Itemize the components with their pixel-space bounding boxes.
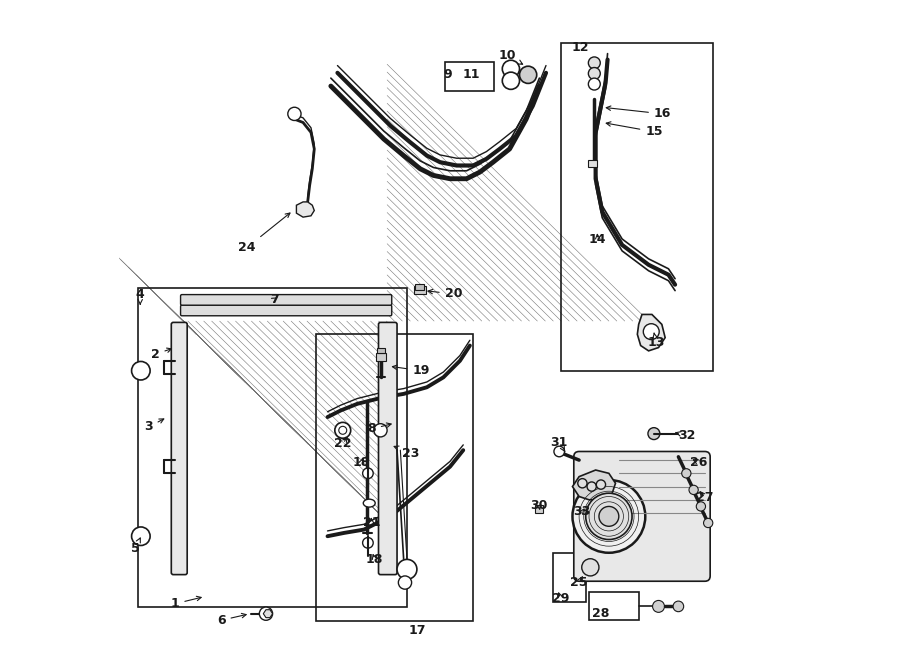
Circle shape: [554, 446, 564, 457]
Circle shape: [586, 493, 632, 540]
Text: 18: 18: [366, 553, 383, 566]
Circle shape: [589, 78, 600, 90]
Circle shape: [673, 601, 684, 612]
Circle shape: [131, 361, 150, 380]
Polygon shape: [572, 470, 616, 500]
Text: 29: 29: [552, 592, 570, 605]
Circle shape: [644, 324, 659, 340]
Text: 20: 20: [428, 287, 463, 301]
Circle shape: [374, 424, 387, 437]
Circle shape: [689, 485, 698, 495]
Circle shape: [697, 502, 706, 511]
Bar: [589, 592, 639, 620]
Text: 33: 33: [573, 505, 590, 518]
Circle shape: [288, 107, 302, 120]
Text: 6: 6: [217, 614, 247, 627]
Text: 4: 4: [136, 288, 145, 305]
Text: 3: 3: [144, 419, 164, 434]
Text: 17: 17: [409, 624, 426, 637]
Bar: [562, 43, 714, 371]
Text: 2: 2: [151, 348, 171, 361]
Bar: [588, 160, 597, 167]
Polygon shape: [184, 321, 387, 575]
Circle shape: [572, 480, 645, 553]
FancyBboxPatch shape: [181, 295, 392, 305]
Text: 13: 13: [647, 333, 665, 349]
Circle shape: [363, 468, 374, 479]
Text: 14: 14: [589, 233, 607, 246]
Text: 7: 7: [270, 293, 279, 306]
FancyBboxPatch shape: [181, 305, 392, 316]
Text: 28: 28: [591, 607, 609, 620]
Circle shape: [131, 527, 150, 545]
Bar: [415, 284, 424, 290]
Polygon shape: [264, 610, 273, 618]
Ellipse shape: [364, 499, 375, 507]
Text: 23: 23: [394, 446, 419, 460]
Bar: [414, 286, 426, 294]
Text: 10: 10: [499, 49, 523, 64]
Circle shape: [581, 559, 598, 576]
Text: 18: 18: [353, 455, 370, 469]
FancyBboxPatch shape: [574, 451, 710, 581]
Text: 25: 25: [571, 576, 588, 589]
Bar: [316, 334, 473, 621]
Circle shape: [259, 607, 273, 620]
Text: 8: 8: [367, 422, 392, 436]
Circle shape: [599, 506, 619, 526]
Text: 19: 19: [392, 364, 429, 377]
Circle shape: [589, 57, 600, 69]
Text: 1: 1: [171, 596, 202, 610]
Polygon shape: [637, 314, 665, 351]
Circle shape: [597, 480, 606, 489]
Circle shape: [519, 66, 536, 83]
Circle shape: [587, 482, 597, 491]
FancyBboxPatch shape: [379, 322, 397, 575]
Text: 30: 30: [530, 498, 547, 512]
Circle shape: [363, 538, 374, 548]
FancyBboxPatch shape: [171, 322, 187, 575]
Circle shape: [589, 68, 600, 79]
Text: 5: 5: [130, 538, 140, 555]
Text: 16: 16: [607, 106, 671, 120]
Bar: [138, 288, 407, 607]
Text: 21: 21: [363, 516, 380, 530]
Circle shape: [397, 559, 417, 579]
Bar: [535, 505, 543, 513]
Circle shape: [502, 72, 519, 89]
Circle shape: [704, 518, 713, 528]
Circle shape: [338, 426, 346, 434]
Text: 12: 12: [572, 41, 589, 54]
Text: 11: 11: [463, 68, 480, 81]
Text: 22: 22: [334, 437, 352, 450]
Circle shape: [578, 479, 587, 488]
Circle shape: [502, 60, 519, 77]
Text: 24: 24: [238, 213, 290, 254]
Polygon shape: [296, 202, 314, 217]
Circle shape: [681, 469, 691, 478]
Text: 32: 32: [676, 429, 696, 442]
Bar: [446, 62, 494, 91]
Text: 15: 15: [607, 122, 662, 138]
Text: 31: 31: [551, 436, 568, 451]
Bar: [376, 353, 386, 361]
Text: 9: 9: [444, 68, 452, 81]
Circle shape: [335, 422, 351, 438]
Circle shape: [399, 576, 411, 589]
Text: 27: 27: [697, 491, 714, 504]
Text: 26: 26: [689, 455, 707, 469]
Circle shape: [652, 600, 664, 612]
Bar: [553, 553, 586, 602]
Circle shape: [648, 428, 660, 440]
Bar: [377, 348, 385, 353]
